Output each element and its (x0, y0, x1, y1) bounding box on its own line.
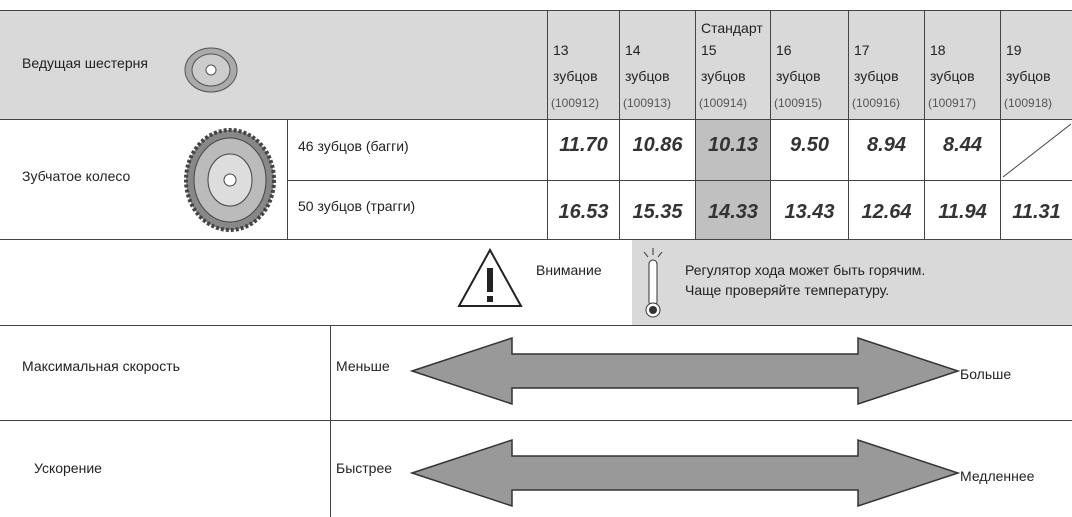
double-arrow (409, 438, 961, 508)
column-cell (547, 10, 619, 120)
value-cell: 12.64 (848, 181, 924, 240)
header-row (0, 10, 1072, 120)
value-cell: 11.70 (547, 120, 619, 181)
warning-label: Внимание (536, 262, 602, 278)
teeth-unit: зубцов (553, 68, 598, 84)
effect-label: Ускорение (34, 460, 102, 476)
spur-label: Зубчатое колесо (22, 168, 131, 184)
value-cell: 14.33 (695, 181, 770, 240)
divider (0, 325, 1072, 326)
teeth-unit: зубцов (1006, 68, 1051, 84)
effect-right: Медленнее (960, 468, 1035, 484)
ratio-value: 12.64 (861, 201, 912, 223)
column-cell (924, 10, 1000, 120)
pinion-icon (184, 47, 238, 93)
part-code: (100918) (1004, 96, 1053, 110)
effect-right: Больше (960, 366, 1012, 382)
ratio-value: 11.94 (938, 201, 987, 223)
pinion-label: Ведущая шестерня (22, 55, 148, 71)
warning-icon (457, 247, 523, 307)
effect-left: Быстрее (336, 460, 393, 476)
teeth: 16 (776, 42, 792, 58)
spur-icon (184, 128, 276, 232)
ratio-value: 8.44 (943, 134, 982, 156)
thermometer-icon (643, 248, 663, 318)
teeth: 14 (625, 42, 641, 58)
value-cell: 8.44 (924, 120, 1000, 181)
ratio-value: 10.86 (632, 134, 683, 156)
column-cell (619, 10, 695, 120)
double-arrow (409, 336, 961, 406)
value-cell: 10.86 (619, 120, 695, 181)
empty-mark (1002, 123, 1072, 178)
ratio-value: 11.31 (1012, 201, 1061, 223)
effects-label-column (0, 325, 331, 517)
value-cell (1000, 120, 1072, 181)
column-cell (1000, 10, 1072, 120)
part-code: (100914) (699, 96, 748, 110)
part-code: (100912) (551, 96, 600, 110)
effect-label: Максимальная скорость (22, 358, 180, 374)
value-cell: 11.94 (924, 181, 1000, 240)
ratio-value: 10.13 (707, 134, 759, 156)
arrow-shape (409, 336, 961, 406)
teeth-unit: зубцов (930, 68, 975, 84)
effect-left: Меньше (336, 358, 390, 374)
spur-cell (0, 120, 288, 240)
teeth: 13 (553, 42, 569, 58)
arrow-shape (409, 438, 961, 508)
ratio-value: 15.35 (632, 201, 683, 223)
part-code: (100913) (623, 96, 672, 110)
ratio-value: 16.53 (558, 201, 609, 223)
value-cell: 9.50 (770, 120, 848, 181)
ratio-value: 14.33 (707, 201, 759, 223)
teeth: 15 (701, 42, 717, 58)
part-code: (100916) (852, 96, 901, 110)
warning-bg (632, 240, 1072, 325)
column-cell (695, 10, 770, 120)
value-cell: 13.43 (770, 181, 848, 240)
row-label: 50 зубцов (трагги) (298, 198, 416, 214)
value-cell: 8.94 (848, 120, 924, 181)
ratio-value: 8.94 (867, 134, 906, 156)
ratio-value: 11.70 (559, 134, 608, 156)
divider (0, 420, 1072, 421)
warning-text: Регулятор хода может быть горячим. (685, 262, 926, 278)
value-cell: 11.31 (1000, 181, 1072, 240)
teeth-unit: зубцов (625, 68, 670, 84)
teeth-unit: зубцов (854, 68, 899, 84)
warning-text: Чаще проверяйте температуру. (685, 282, 890, 298)
value-cell: 16.53 (547, 181, 619, 240)
part-code: (100917) (928, 96, 977, 110)
teeth-unit: зубцов (776, 68, 821, 84)
row-label: 46 зубцов (багги) (298, 138, 409, 154)
ratio-value: 9.50 (790, 134, 829, 156)
teeth: 17 (854, 42, 870, 58)
standard-label: Стандарт (701, 20, 763, 36)
part-code: (100915) (774, 96, 823, 110)
value-cell: 15.35 (619, 181, 695, 240)
ratio-value: 13.43 (784, 201, 835, 223)
column-cell (770, 10, 848, 120)
teeth: 19 (1006, 42, 1022, 58)
column-cell (848, 10, 924, 120)
value-cell: 10.13 (695, 120, 770, 181)
teeth-unit: зубцов (701, 68, 746, 84)
teeth: 18 (930, 42, 946, 58)
